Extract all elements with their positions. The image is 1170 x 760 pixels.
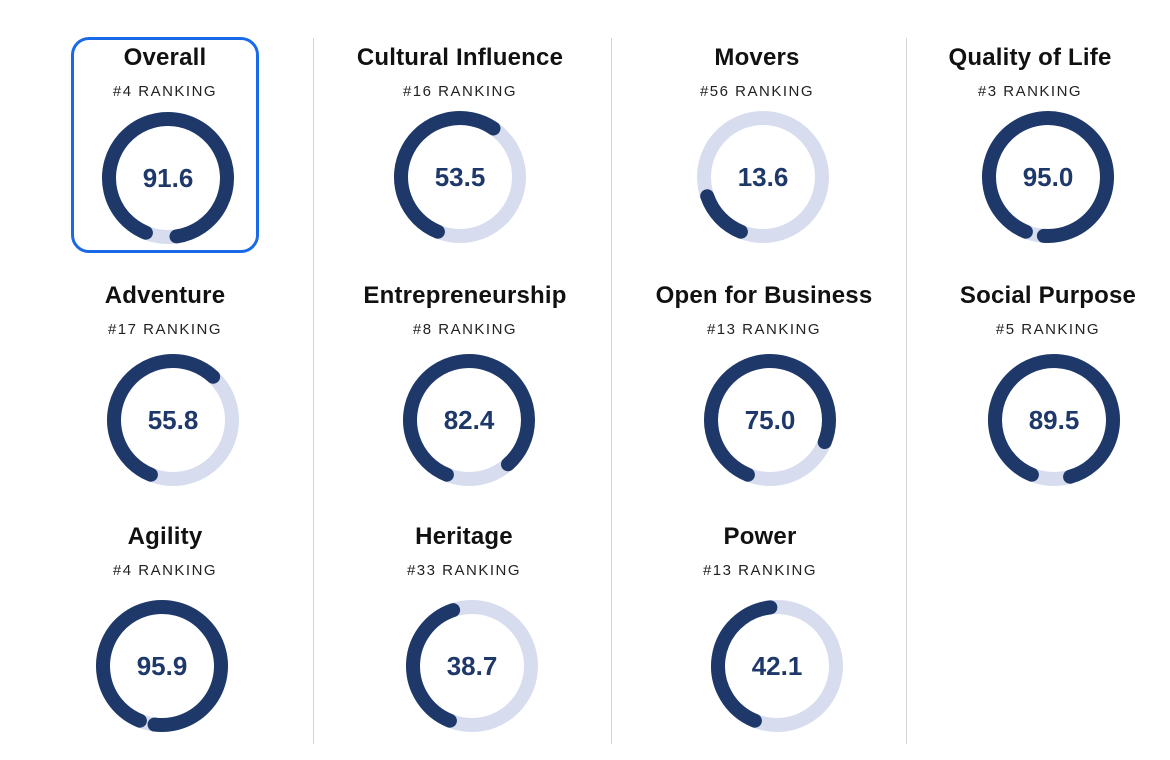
metric-card-heritage[interactable]: Heritage #33 RANKING 38.7 [324,519,604,732]
metric-rank: #5 RANKING [995,321,1101,338]
score-ring-graphic [406,600,538,732]
metric-title: Agility [127,523,203,550]
metric-card-cultural-influence[interactable]: Cultural Influence #16 RANKING 53.5 [320,40,600,250]
score-value: 42.1 [751,651,803,681]
score-value: 89.5 [1028,405,1080,435]
score-ring-progress [96,600,228,732]
metric-rank: #4 RANKING [112,83,218,100]
metric-title: Quality of Life [948,44,1112,71]
score-ring-progress [711,600,778,728]
metric-rank: #8 RANKING [412,321,518,338]
score-ring: 75.0 [702,352,838,488]
score-ring-graphic [102,112,234,244]
column-divider-3 [906,38,907,744]
column-divider-1 [313,38,314,744]
metric-card-overall[interactable]: Overall #4 RANKING 91.6 [71,37,259,253]
score-ring-graphic [982,111,1114,243]
metric-card-social-purpose[interactable]: Social Purpose #5 RANKING 89.5 [926,278,1170,488]
score-value: 13.6 [737,162,789,192]
score-ring: 95.9 [94,598,230,734]
score-ring-progress [406,603,461,728]
score-ring-graphic [394,111,526,243]
metric-title: Overall [123,44,207,71]
score-value: 95.0 [1022,162,1074,192]
score-ring-progress [403,354,535,482]
metric-rank: #13 RANKING [702,562,818,579]
score-ring: 13.6 [695,109,831,245]
metric-card-open-for-business[interactable]: Open for Business #13 RANKING 75.0 [624,278,904,488]
metric-rank: #16 RANKING [402,83,518,100]
score-ring: 53.5 [392,109,528,245]
score-ring-progress [982,111,1114,243]
score-ring-graphic [988,354,1120,486]
metric-title: Cultural Influence [356,44,564,71]
score-ring: 38.7 [404,598,540,734]
score-ring: 89.5 [986,352,1122,488]
score-ring-graphic [697,111,829,243]
score-ring-graphic [96,600,228,732]
score-value: 75.0 [744,405,796,435]
score-ring: 42.1 [709,598,845,734]
score-value: 91.6 [142,163,194,193]
metric-rank: #33 RANKING [406,562,522,579]
score-ring-graphic [711,600,843,732]
score-ring-graphic [403,354,535,486]
score-ring-track [697,111,829,243]
score-ring-graphic [704,354,836,486]
score-ring-progress [704,354,836,482]
metric-title: Movers [714,44,800,71]
metric-title: Open for Business [655,282,873,309]
metric-rank: #13 RANKING [706,321,822,338]
metric-title: Power [723,523,797,550]
metric-rank: #17 RANKING [107,321,223,338]
score-ring: 95.0 [980,109,1116,245]
score-ring: 55.8 [105,352,241,488]
score-ring-progress [102,112,234,244]
metric-card-movers[interactable]: Movers #56 RANKING 13.6 [617,40,897,250]
score-ring-graphic [107,354,239,486]
metric-title: Heritage [415,523,513,550]
metric-rank: #4 RANKING [112,562,218,579]
score-ring: 82.4 [401,352,537,488]
metric-card-power[interactable]: Power #13 RANKING 42.1 [620,519,900,732]
score-value: 53.5 [434,162,486,192]
metric-title: Entrepreneurship [363,282,567,309]
metric-title: Social Purpose [959,282,1137,309]
score-value: 38.7 [446,651,498,681]
metric-title: Adventure [104,282,226,309]
score-ring-progress [700,189,748,239]
column-divider-2 [611,38,612,744]
score-ring: 91.6 [100,110,236,246]
metric-card-quality-of-life[interactable]: Quality of Life #3 RANKING 95.0 [890,40,1170,250]
score-ring-progress [394,111,501,239]
score-ring-progress [107,354,221,482]
metric-card-agility[interactable]: Agility #4 RANKING 95.9 [25,519,305,732]
metric-rank: #56 RANKING [699,83,815,100]
score-value: 55.8 [147,405,199,435]
metric-rank: #3 RANKING [977,83,1083,100]
metric-card-entrepreneurship[interactable]: Entrepreneurship #8 RANKING 82.4 [325,278,605,488]
score-value: 82.4 [443,405,495,435]
score-ring-progress [988,354,1120,484]
score-value: 95.9 [136,651,188,681]
metric-card-adventure[interactable]: Adventure #17 RANKING 55.8 [25,278,305,488]
